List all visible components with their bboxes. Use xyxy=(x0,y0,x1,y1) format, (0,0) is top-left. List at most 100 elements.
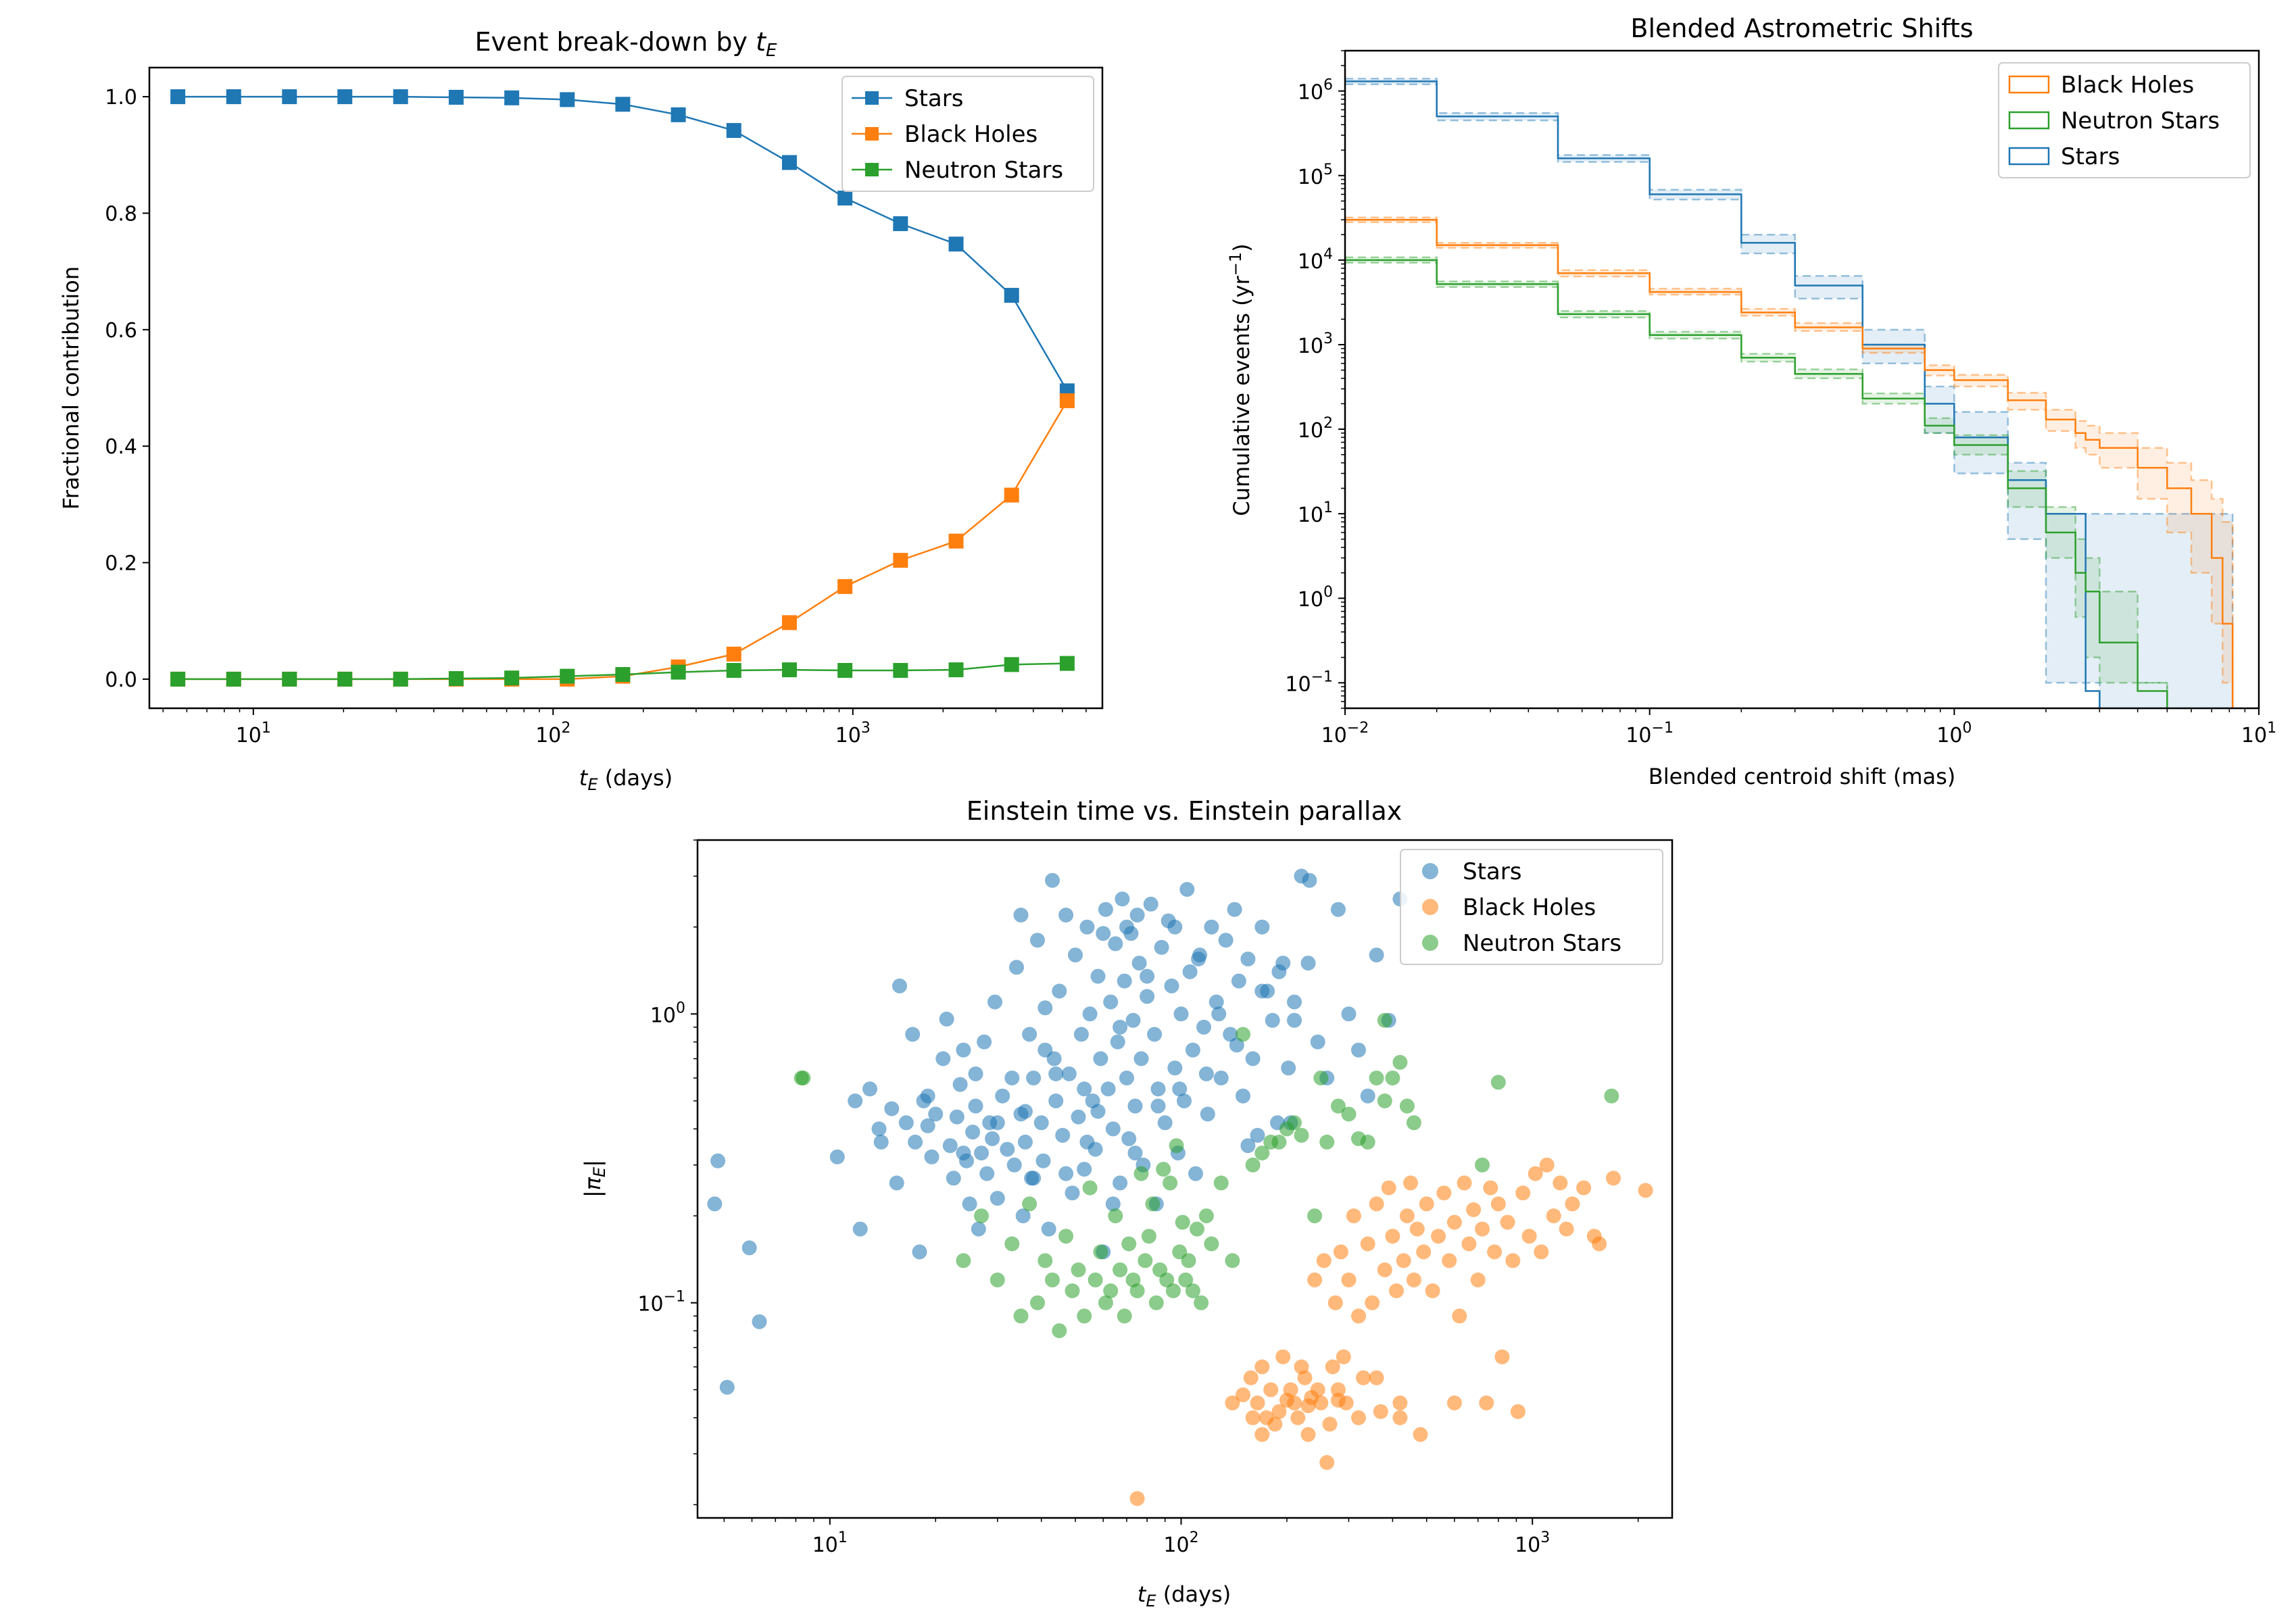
einstein-scatter-black-holes-point xyxy=(1346,1208,1361,1224)
einstein-scatter-stars-point xyxy=(1110,1034,1125,1050)
einstein-scatter-stars-point xyxy=(1167,919,1183,935)
einstein-scatter-black-holes-point xyxy=(1475,1221,1490,1237)
einstein-scatter-x-label: tE (days) xyxy=(1138,1581,1231,1610)
einstein-scatter-stars-point xyxy=(905,1027,921,1042)
einstein-scatter-black-holes-point xyxy=(1360,1236,1375,1252)
einstein-scatter-stars-point xyxy=(1119,1071,1134,1086)
einstein-scatter-frame xyxy=(696,839,1674,1519)
einstein-scatter-stars-point xyxy=(1172,1081,1188,1097)
einstein-scatter-black-holes-point xyxy=(1351,1308,1366,1324)
event-breakdown-black-holes-marker xyxy=(1059,393,1075,408)
einstein-scatter-stars-point xyxy=(1254,983,1270,999)
event-breakdown-neutron-stars-marker xyxy=(670,664,686,680)
event-breakdown-stars-marker xyxy=(504,90,520,105)
einstein-scatter-neutron-stars-point xyxy=(1254,1146,1270,1161)
einstein-scatter-legend-stars-label: Stars xyxy=(1463,858,1521,885)
einstein-scatter-stars-point xyxy=(1133,1051,1149,1066)
event-breakdown-neutron-stars-marker xyxy=(781,662,797,678)
einstein-scatter-stars-point xyxy=(852,1221,868,1237)
einstein-scatter-stars-point xyxy=(1125,1012,1141,1028)
einstein-scatter-stars-point xyxy=(1090,1104,1106,1119)
einstein-scatter-black-holes-point xyxy=(1287,1395,1302,1410)
einstein-scatter-stars-point xyxy=(898,1115,914,1131)
einstein-scatter-black-holes-point xyxy=(1416,1244,1432,1260)
einstein-scatter-stars-point xyxy=(1061,1066,1077,1081)
einstein-scatter-black-holes-point xyxy=(1373,1404,1388,1419)
einstein-scatter-legend: Stars Black Holes Neutron Stars xyxy=(1400,849,1663,965)
einstein-scatter-black-holes-point xyxy=(1336,1349,1351,1364)
einstein-scatter-neutron-stars-point xyxy=(1294,1127,1309,1143)
einstein-scatter-black-holes-point xyxy=(1446,1214,1462,1230)
einstein-scatter-stars-point xyxy=(956,1146,971,1161)
einstein-scatter-stars-point xyxy=(1041,1221,1056,1237)
einstein-scatter-black-holes-point xyxy=(1322,1417,1338,1432)
einstein-scatter-stars-point xyxy=(1113,1175,1128,1191)
einstein-scatter-neutron-stars-point xyxy=(1088,1272,1103,1287)
einstein-scatter-black-holes-point xyxy=(1494,1349,1510,1364)
einstein-scatter-stars-point xyxy=(1017,1134,1033,1150)
event-breakdown-neutron-stars-marker xyxy=(948,662,964,678)
einstein-scatter-legend-black-holes-marker xyxy=(1422,899,1438,915)
einstein-scatter-black-holes-point xyxy=(1330,1382,1346,1398)
einstein-scatter-stars-point xyxy=(1038,1042,1053,1058)
einstein-scatter-black-holes-point xyxy=(1377,1262,1392,1277)
einstein-scatter-black-holes-point xyxy=(1338,1395,1354,1410)
einstein-scatter-stars-point xyxy=(1127,1098,1143,1114)
einstein-scatter-neutron-stars-point xyxy=(974,1208,989,1224)
einstein-scatter-black-holes-point xyxy=(1409,1221,1425,1237)
astrometric-shifts-x-tick-label: 10−2 xyxy=(1321,720,1369,747)
event-breakdown-x-tick-label: 102 xyxy=(535,720,570,747)
einstein-scatter-neutron-stars-point xyxy=(1141,1229,1156,1244)
astrometric-shifts-y-tick-label: 10−1 xyxy=(1285,668,1333,696)
einstein-scatter-neutron-stars-point xyxy=(1190,1221,1204,1237)
einstein-scatter-neutron-stars-point xyxy=(1113,1262,1128,1277)
event-breakdown-black-holes-marker xyxy=(837,579,853,594)
einstein-scatter-neutron-stars-point xyxy=(1038,1253,1053,1269)
einstein-scatter-neutron-stars-point xyxy=(1175,1214,1190,1230)
einstein-scatter-black-holes-point xyxy=(1559,1221,1574,1237)
einstein-scatter-black-holes-point xyxy=(1365,1295,1380,1310)
einstein-scatter-stars-point xyxy=(920,1118,935,1133)
einstein-scatter-stars-point xyxy=(1082,1006,1098,1022)
einstein-scatter-black-holes-point xyxy=(1546,1208,1561,1224)
event-breakdown-legend-neutron-stars-marker xyxy=(865,163,879,176)
astrometric-shifts-x-tick-label: 101 xyxy=(2241,720,2276,747)
einstein-scatter-black-holes-point xyxy=(1271,1404,1287,1419)
einstein-scatter-stars-point xyxy=(1140,989,1155,1004)
einstein-scatter-legend-black-holes-label: Black Holes xyxy=(1463,894,1596,921)
event-breakdown-black-holes-marker xyxy=(781,615,797,631)
einstein-scatter-black-holes-point xyxy=(1341,1272,1357,1287)
event-breakdown-x-tick-label: 103 xyxy=(835,720,871,747)
einstein-scatter-neutron-stars-point xyxy=(1156,1162,1171,1177)
einstein-scatter-stars-point xyxy=(710,1153,726,1168)
einstein-scatter-neutron-stars-point xyxy=(1604,1088,1619,1104)
einstein-scatter-legend-box xyxy=(1400,849,1663,965)
einstein-scatter-black-holes-point xyxy=(1319,1455,1335,1470)
einstein-scatter-stars-point xyxy=(939,1011,954,1027)
einstein-scatter-stars-point xyxy=(892,978,907,993)
astrometric-shifts-neutron-stars-line xyxy=(1345,259,2168,708)
einstein-scatter-stars-point xyxy=(1079,1134,1095,1150)
astrometric-shifts-y-tick-label: 105 xyxy=(1298,162,1333,189)
einstein-scatter-neutron-stars-point xyxy=(1093,1244,1108,1260)
einstein-scatter-black-holes-point xyxy=(1385,1229,1400,1244)
einstein-scatter-neutron-stars-point xyxy=(1271,1134,1287,1150)
einstein-scatter-stars-point xyxy=(1179,882,1195,897)
einstein-scatter-stars-point xyxy=(924,1149,939,1164)
event-breakdown-stars-marker xyxy=(837,191,853,206)
einstein-scatter-stars-point xyxy=(1369,948,1384,963)
einstein-scatter-stars-point xyxy=(1073,1027,1089,1042)
einstein-scatter-stars-point xyxy=(1300,956,1316,971)
einstein-scatter-black-holes-point xyxy=(1333,1244,1348,1260)
einstein-scatter-stars-point xyxy=(1240,1138,1256,1154)
astrometric-shifts-legend: Black Holes Neutron Stars Stars xyxy=(1998,62,2251,178)
event-breakdown-y-tick-label: 0.8 xyxy=(105,202,137,226)
einstein-scatter-black-holes-point xyxy=(1442,1253,1457,1269)
einstein-scatter-black-holes-point xyxy=(1528,1166,1543,1181)
einstein-scatter-neutron-stars-point xyxy=(1163,1175,1178,1191)
einstein-scatter-black-holes-point xyxy=(1487,1244,1503,1260)
astrometric-shifts-legend-box xyxy=(1998,62,2251,178)
einstein-scatter-stars-point xyxy=(1177,1093,1192,1108)
event-breakdown-legend-box xyxy=(841,76,1094,192)
einstein-scatter-black-holes-point xyxy=(1413,1427,1428,1442)
